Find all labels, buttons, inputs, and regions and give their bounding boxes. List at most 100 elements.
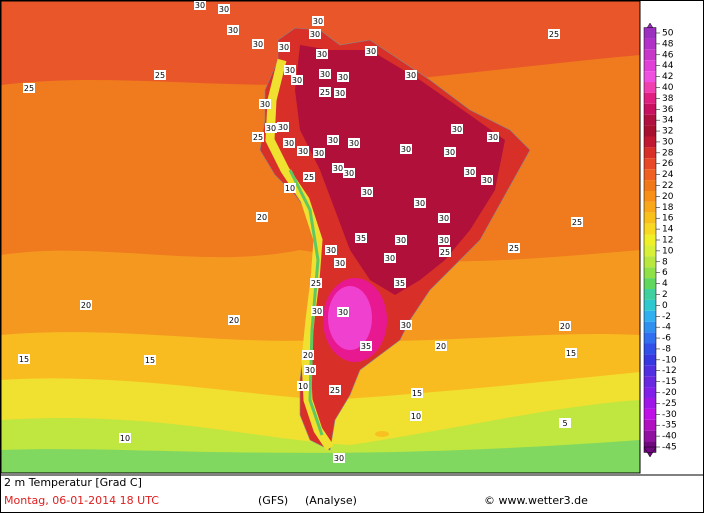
- contour-label: 35: [395, 279, 405, 288]
- contour-label: 25: [572, 218, 582, 227]
- label-box: [304, 365, 316, 375]
- legend-frame: [643, 27, 657, 453]
- label-box: [333, 453, 345, 463]
- label-box: [348, 138, 360, 148]
- label-box: [284, 183, 296, 193]
- legend-label: 40: [662, 83, 674, 93]
- label-box: [325, 245, 337, 255]
- contour-label: 25: [320, 88, 330, 97]
- band-0: [1, 440, 640, 473]
- contour-label: 30: [314, 149, 324, 158]
- legend-swatch: [644, 397, 656, 409]
- legend-swatch: [644, 92, 656, 104]
- contour-label: 30: [228, 26, 238, 35]
- hot-peak: [328, 286, 372, 350]
- legend-swatch: [644, 223, 656, 235]
- label-box: [384, 253, 396, 263]
- label-box: [316, 49, 328, 59]
- label-box: [365, 46, 377, 56]
- label-box: [439, 247, 451, 257]
- legend-label: 14: [662, 225, 674, 235]
- contour-label: 30: [452, 125, 462, 134]
- label-box: [444, 147, 456, 157]
- contour-label: 25: [253, 133, 263, 142]
- legend-label: 20: [662, 192, 674, 202]
- label-box: [23, 83, 35, 93]
- contour-label: 30: [415, 199, 425, 208]
- legend-swatch: [644, 430, 656, 442]
- contour-label: 20: [436, 342, 446, 351]
- legend-label: 34: [662, 116, 674, 126]
- legend-swatch: [644, 299, 656, 311]
- legend-swatch: [644, 180, 656, 191]
- legend-swatch: [644, 419, 656, 431]
- legend-label: 4: [662, 279, 668, 289]
- label-box: [283, 138, 295, 148]
- legend-label: 42: [662, 72, 673, 82]
- contour-label: 30: [284, 139, 294, 148]
- label-box: [329, 385, 341, 395]
- hot-interior: [295, 45, 505, 295]
- legend-swatch: [644, 289, 656, 300]
- label-box: [312, 16, 324, 26]
- legend-label: 50: [662, 29, 674, 39]
- legend-label: 38: [662, 94, 674, 104]
- label-box: [481, 175, 493, 185]
- legend-swatch: [644, 343, 656, 355]
- legend-label: -30: [662, 410, 677, 420]
- contour-label: 20: [81, 301, 91, 310]
- legend-label: -15: [662, 377, 677, 387]
- contour-label: 30: [278, 123, 288, 132]
- legend-label: 0: [662, 301, 668, 311]
- contour-label: 15: [19, 355, 29, 364]
- label-box: [565, 348, 577, 358]
- andes-cold: [288, 169, 324, 436]
- label-box: [438, 213, 450, 223]
- legend-swatch: [644, 125, 656, 137]
- legend-swatch: [644, 103, 656, 115]
- label-box: [310, 278, 322, 288]
- label-box: [334, 88, 346, 98]
- contour-label: 25: [330, 386, 340, 395]
- legend-label: -4: [662, 323, 671, 333]
- contour-label: 20: [560, 322, 570, 331]
- label-box: [411, 388, 423, 398]
- legend-swatch: [644, 234, 656, 246]
- label-box: [337, 72, 349, 82]
- legend-swatch: [644, 256, 656, 268]
- contour-label: 20: [257, 213, 267, 222]
- contour-label: 30: [334, 454, 344, 463]
- legend-swatch: [644, 201, 656, 213]
- legend-label: 46: [662, 50, 674, 60]
- label-box: [80, 300, 92, 310]
- contour-label: 30: [385, 254, 395, 263]
- label-box: [400, 144, 412, 154]
- legend-swatch: [644, 278, 656, 290]
- contour-label: 30: [366, 47, 376, 56]
- label-box: [194, 0, 206, 10]
- contour-label: 30: [317, 50, 327, 59]
- contour-label: 25: [440, 248, 450, 257]
- contour-label: 15: [412, 389, 422, 398]
- legend-label: 8: [662, 257, 668, 267]
- legend-label: 26: [662, 159, 674, 169]
- contour-label: 30: [320, 70, 330, 79]
- label-box: [548, 29, 560, 39]
- contour-label: 30: [312, 307, 322, 316]
- legend-label: -6: [662, 334, 671, 344]
- contour-label: 30: [310, 30, 320, 39]
- contour-label: 10: [298, 382, 308, 391]
- contour-label: 30: [292, 76, 302, 85]
- legend-swatch: [644, 408, 656, 420]
- legend-swatch: [644, 212, 656, 224]
- legend-label: -2: [662, 312, 671, 322]
- contour-label: 30: [335, 89, 345, 98]
- label-box: [119, 433, 131, 443]
- legend-swatch: [644, 245, 656, 257]
- label-box: [278, 42, 290, 52]
- contour-label: 30: [338, 73, 348, 82]
- label-box: [487, 132, 499, 142]
- contour-label: 15: [145, 356, 155, 365]
- contour-label: 30: [333, 164, 343, 173]
